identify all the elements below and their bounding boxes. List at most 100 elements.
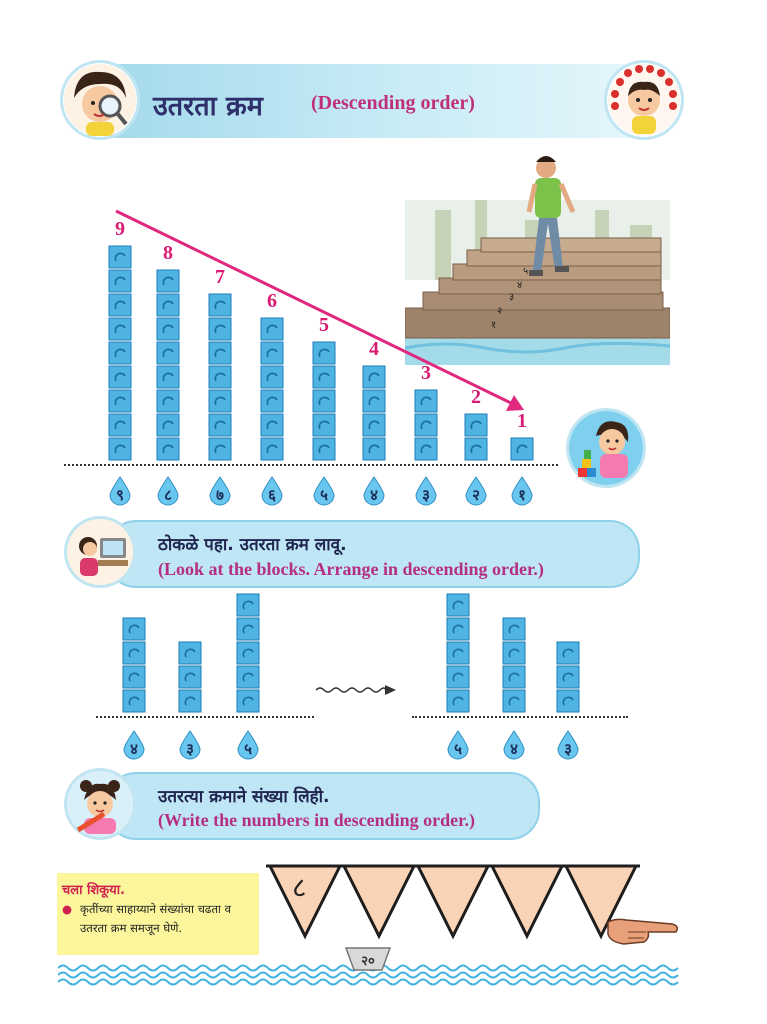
tower-number-label: 8	[163, 242, 173, 264]
unit-block	[556, 689, 580, 713]
tower-drop: ५	[311, 476, 337, 506]
unit-block	[108, 437, 132, 461]
triangle-box-3	[415, 864, 491, 940]
step-number-2: २	[497, 306, 502, 317]
unit-block	[156, 269, 180, 293]
unit-block	[236, 665, 260, 689]
staircase-illustration: १ २ ३ ४ ५	[405, 156, 670, 365]
unit-block	[108, 317, 132, 341]
unit-block	[312, 365, 336, 389]
descending-arrow	[115, 209, 524, 411]
unit-block	[446, 689, 470, 713]
page-title-marathi: उतरता क्रम	[153, 91, 263, 122]
unit-block	[156, 437, 180, 461]
tower-drops-row: ९ ८ ७ ६ ५ ४ ३ २ १	[0, 474, 767, 514]
water-drop-icon	[237, 730, 259, 760]
unit-block	[178, 689, 202, 713]
tower-number-label: 6	[267, 290, 277, 312]
drop-number: ३	[422, 485, 430, 504]
water-drop-icon	[363, 476, 385, 506]
towers-area: 9 8 7 6 5 4 3 2 1	[0, 0, 767, 470]
drop-number: ५	[244, 739, 252, 758]
drop-number: ७	[216, 485, 224, 504]
triangle-box-4	[489, 864, 565, 940]
learning-note-bullet: ● कृतींच्या साहाय्याने संख्यांचा चढता व …	[62, 900, 254, 938]
water-drop-icon	[447, 730, 469, 760]
block-tower	[156, 269, 180, 461]
unit-block	[414, 413, 438, 437]
unit-block	[156, 413, 180, 437]
unit-block	[362, 437, 386, 461]
unit-block	[236, 689, 260, 713]
towers-baseline	[64, 464, 558, 466]
block-tower	[108, 245, 132, 461]
drop-number: ४	[510, 739, 518, 758]
triangle-answer-row	[266, 864, 640, 940]
wavy-arrow-icon	[315, 685, 396, 695]
page-number: २०	[361, 954, 375, 969]
page-number-boat	[344, 947, 392, 971]
water-drop-icon	[313, 476, 335, 506]
activity1-right-baseline	[412, 716, 628, 718]
learning-note-title: चला शिकूया.	[62, 883, 125, 898]
unit-block	[208, 437, 232, 461]
activity1-left-tower	[122, 617, 146, 713]
header-banner	[64, 64, 678, 138]
step-number-4: ४	[517, 280, 522, 291]
girl-with-blocks-avatar	[566, 408, 646, 488]
drop-number: १	[518, 485, 526, 504]
header-left-avatar	[60, 60, 140, 140]
unit-block	[260, 437, 284, 461]
drop-number: ३	[186, 739, 194, 758]
unit-block	[208, 413, 232, 437]
unit-block	[502, 689, 526, 713]
step-number-3: ३	[509, 292, 514, 303]
activity1-right-drop: ४	[501, 730, 527, 760]
tower-drop: ४	[361, 476, 387, 506]
activity1-avatar	[64, 516, 136, 588]
unit-block	[312, 389, 336, 413]
drop-number: ४	[130, 739, 138, 758]
unit-block	[556, 641, 580, 665]
bullet-icon: ●	[62, 902, 73, 916]
unit-block	[122, 641, 146, 665]
unit-block	[122, 689, 146, 713]
activity1-left-blocks	[122, 593, 580, 713]
unit-block	[362, 389, 386, 413]
unit-block	[108, 245, 132, 269]
tower-number-label: 9	[115, 218, 125, 240]
unit-block	[156, 341, 180, 365]
learning-note-text: कृतींच्या साहाय्याने संख्यांचा चढता व उत…	[80, 902, 231, 935]
tower-drop: ९	[107, 476, 133, 506]
unit-block	[156, 293, 180, 317]
girl-with-pencil-icon	[67, 771, 133, 837]
block-tower	[312, 341, 336, 461]
unit-block	[502, 641, 526, 665]
unit-block	[108, 389, 132, 413]
tower-number-label: 7	[215, 266, 225, 288]
water-drop-icon	[557, 730, 579, 760]
unit-block	[236, 641, 260, 665]
activity1-right-tower	[556, 641, 580, 713]
unit-block	[260, 317, 284, 341]
unit-block	[260, 389, 284, 413]
unit-block	[502, 617, 526, 641]
water-drop-icon	[209, 476, 231, 506]
drop-number: ५	[454, 739, 462, 758]
water-drop-icon	[415, 476, 437, 506]
water-drop-icon	[261, 476, 283, 506]
block-tower	[464, 413, 488, 461]
water-drop-icon	[465, 476, 487, 506]
tower-drop: २	[463, 476, 489, 506]
pointing-hand-icon	[607, 918, 679, 945]
triangle-first-value: ८	[292, 871, 307, 904]
tower-number-label: 4	[369, 338, 379, 360]
water-drop-icon	[503, 730, 525, 760]
activity1-left-baseline	[96, 716, 314, 718]
unit-block	[446, 593, 470, 617]
man-walking-figure	[526, 156, 576, 276]
block-tower	[510, 437, 534, 461]
activity2-avatar	[64, 768, 136, 840]
child-at-computer-icon	[67, 519, 133, 585]
unit-block	[464, 413, 488, 437]
